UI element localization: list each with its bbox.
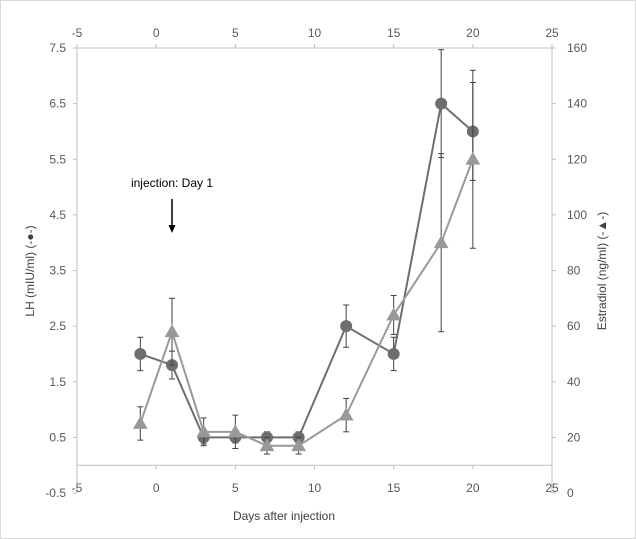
x-tick-label: 0 (153, 481, 160, 495)
series-line-circle (140, 101, 474, 439)
x-tick-label: -5 (72, 481, 83, 495)
annotation-arrow-head (168, 225, 176, 233)
data-point-triangle (386, 307, 402, 321)
data-point-triangle (132, 415, 148, 429)
right-y-tick-label: 100 (567, 208, 587, 222)
left-y-tick-label: 1.5 (49, 375, 66, 389)
series-circle (134, 49, 479, 445)
right-y-tick-label: 80 (567, 264, 581, 278)
data-point-circle (435, 97, 448, 110)
data-point-circle (387, 347, 400, 360)
data-point-triangle (433, 235, 449, 249)
x-tick-label: 10 (308, 481, 322, 495)
series-line-triangle (139, 158, 474, 447)
right-y-axis-title: Estradiol (ng/ml) (-▲-) (595, 212, 609, 331)
data-point-triangle (465, 151, 481, 165)
data-point-circle (134, 347, 147, 360)
left-y-tick-label: 6.5 (49, 97, 66, 111)
x-tick-label: 25 (545, 481, 559, 495)
x-tick-label: 20 (466, 481, 480, 495)
data-point-triangle (338, 407, 354, 421)
left-y-tick-label: 2.5 (49, 319, 66, 333)
left-y-tick-label: 0.5 (49, 430, 66, 444)
right-y-tick-label: 20 (567, 430, 581, 444)
x-tick-label: 5 (232, 481, 239, 495)
x-tick-label: 15 (387, 481, 401, 495)
right-y-tick-label: 120 (567, 152, 587, 166)
data-point-triangle (196, 424, 212, 438)
data-point-triangle (164, 324, 180, 338)
right-y-tick-label: 40 (567, 375, 581, 389)
right-y-tick-label: 60 (567, 319, 581, 333)
top-x-tick-label: 0 (153, 26, 160, 40)
data-point-triangle (259, 438, 275, 452)
series-triangle (132, 69, 481, 455)
annotation-label: injection: Day 1 (131, 176, 213, 190)
top-x-tick-label: 15 (387, 26, 401, 40)
data-point-circle (340, 320, 353, 333)
top-x-tick-label: 20 (466, 26, 480, 40)
right-y-tick-label: 140 (567, 97, 587, 111)
left-y-tick-label: 7.5 (49, 41, 66, 55)
x-axis-title: Days after injection (233, 509, 335, 523)
top-x-tick-label: 25 (545, 26, 559, 40)
top-x-tick-label: 10 (308, 26, 322, 40)
top-x-tick-label: 5 (232, 26, 239, 40)
left-y-tick-label: -0.5 (45, 486, 66, 500)
left-y-axis-title: LH (mIU/ml) (-●-) (23, 225, 37, 316)
left-y-tick-label: 3.5 (49, 264, 66, 278)
left-y-tick-label: 5.5 (49, 152, 66, 166)
top-x-tick-label: -5 (72, 26, 83, 40)
data-point-triangle (227, 424, 243, 438)
right-y-tick-label: 160 (567, 41, 587, 55)
data-point-triangle (291, 438, 307, 452)
left-y-tick-label: 4.5 (49, 208, 66, 222)
right-y-tick-label: 0 (567, 486, 574, 500)
